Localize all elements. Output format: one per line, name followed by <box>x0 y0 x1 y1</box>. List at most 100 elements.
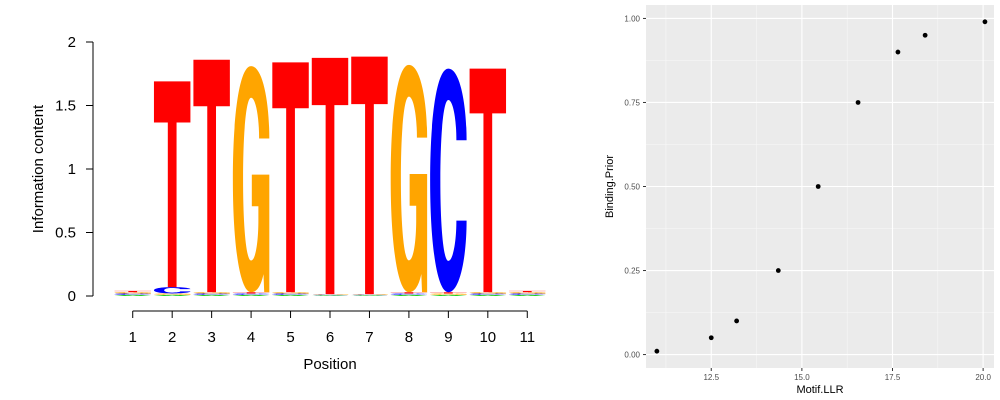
logo-letter-C <box>272 293 309 295</box>
logo-letter-A <box>272 294 309 296</box>
logo-letter-T <box>390 292 428 294</box>
scatter-x-tick-label: 12.5 <box>703 373 719 382</box>
logo-letter-G <box>232 66 270 293</box>
logo-letter-A <box>193 294 230 296</box>
scatter-y-axis-title: Binding.Prior <box>604 155 616 218</box>
logo-letter-stack-position-4 <box>232 66 270 293</box>
logo-letter-stack-position-3 <box>193 59 230 293</box>
logo-letter-stack-position-3 <box>193 294 230 296</box>
sequence-logo-chart: 0 0.5 1 1.5 2 Information content 1 2 3 4 5 6 7 8 9 10 1… <box>30 34 546 373</box>
logo-letter-stack-position-3 <box>193 293 230 295</box>
logo-letter-T <box>469 68 507 293</box>
logo-letter-G <box>469 292 507 294</box>
scatter-x-tick-label: 15.0 <box>794 373 810 382</box>
logo-letter-stack-position-4 <box>232 293 270 295</box>
logo-letter-G <box>509 292 546 294</box>
logo-x-tick-label: 6 <box>326 329 334 346</box>
logo-letter-stack-position-1 <box>114 293 151 295</box>
logo-y-tick-label: 0.5 <box>55 225 76 242</box>
logo-letter-T <box>114 290 151 293</box>
logo-letter-C <box>193 293 230 295</box>
logo-letter-stack-position-7 <box>351 56 388 295</box>
logo-letter-T <box>153 81 191 288</box>
logo-letter-stack-position-4 <box>232 292 270 294</box>
scatter-point <box>922 32 928 38</box>
logo-letter-stack-position-7 <box>351 295 388 296</box>
logo-letter-G <box>153 293 191 295</box>
logo-letter-T <box>232 292 270 294</box>
scatter-x-axis-title: Motif.LLR <box>796 384 843 396</box>
logo-letter-stack-position-3 <box>193 292 230 294</box>
logo-letter-stack-position-8 <box>390 293 428 295</box>
logo-letter-stack-position-11 <box>509 290 546 293</box>
logo-letter-A <box>114 294 151 296</box>
logo-x-axis-title: Position <box>303 356 356 373</box>
logo-letter-C <box>114 293 151 295</box>
logo-letter-A <box>153 294 191 296</box>
logo-letter-stack-position-9 <box>430 293 467 295</box>
logo-letter-stack-position-6 <box>311 294 349 295</box>
logo-letter-G <box>272 292 309 294</box>
logo-x-tick-label: 8 <box>405 329 413 346</box>
logo-letter-T <box>509 290 546 293</box>
logo-letter-stack-position-10 <box>469 292 507 294</box>
logo-y-axis-title: Information content <box>30 104 47 233</box>
logo-letter-stack-position-10 <box>469 294 507 296</box>
logo-letter-stack-position-1 <box>114 292 151 294</box>
logo-letter-stack-position-6 <box>311 57 349 295</box>
logo-letter-stack-position-5 <box>272 293 309 295</box>
logo-letter-A <box>390 294 428 296</box>
logo-letter-C <box>153 287 191 294</box>
logo-letter-A <box>311 295 349 296</box>
logo-letter-C <box>430 68 467 293</box>
scatter-point <box>855 100 861 105</box>
logo-letter-G <box>193 292 230 294</box>
logo-letter-stack-position-9 <box>430 294 467 296</box>
logo-letter-stack-position-8 <box>390 292 428 294</box>
logo-letter-stack-position-11 <box>509 292 546 294</box>
logo-letter-stack-position-8 <box>390 294 428 296</box>
logo-x-tick-label: 7 <box>365 329 373 346</box>
logo-x-tick-label: 10 <box>479 329 496 346</box>
logo-letter-stack-position-9 <box>430 292 467 294</box>
scatter-x-tick-label: 20.0 <box>975 373 991 382</box>
logo-x-tick-label: 1 <box>129 329 137 346</box>
logo-letter-C <box>509 293 546 295</box>
scatter-y-tick-label: 0.50 <box>624 183 640 192</box>
scatter-plot-chart: 0.00 0.25 0.50 0.75 1.00 12.5 15.0 17.5 20.0 Moti… <box>604 5 994 396</box>
logo-letter-G <box>390 64 428 293</box>
logo-letter-stack-position-5 <box>272 292 309 294</box>
logo-letter-stack-position-9 <box>430 68 467 293</box>
logo-letter-stack-position-10 <box>469 68 507 293</box>
logo-letter-stack-position-2 <box>153 294 191 296</box>
scatter-y-tick-label: 0.00 <box>624 351 640 360</box>
scatter-x-tick-label: 17.5 <box>885 373 901 382</box>
logo-letter-T <box>311 57 349 295</box>
logo-letter-stack-position-10 <box>469 293 507 295</box>
logo-letter-C <box>469 293 507 295</box>
logo-letter-stack-position-2 <box>153 293 191 295</box>
logo-letter-stack-position-5 <box>272 62 309 293</box>
logo-letter-stack-position-1 <box>114 294 151 296</box>
logo-letter-stack-position-11 <box>509 294 546 296</box>
logo-x-tick-label: 9 <box>444 329 452 346</box>
logo-letter-A <box>232 294 270 296</box>
logo-letter-C <box>232 293 270 295</box>
scatter-y-tick-label: 0.75 <box>624 98 640 107</box>
logo-letter-stack-position-6 <box>311 294 349 296</box>
scatter-point <box>895 49 901 55</box>
logo-letter-stack-position-11 <box>509 293 546 295</box>
logo-letter-C <box>311 294 349 296</box>
scatter-y-tick-label: 1.00 <box>624 14 640 23</box>
logo-letter-stack-position-6 <box>311 295 349 296</box>
scatter-point <box>708 335 714 341</box>
logo-letter-T <box>430 292 467 294</box>
scatter-point <box>654 348 660 354</box>
logo-letter-G <box>430 293 467 295</box>
logo-y-tick-label: 1.5 <box>55 98 76 115</box>
logo-x-tick-label: 2 <box>168 329 176 346</box>
logo-x-tick-label: 5 <box>286 329 294 346</box>
logo-letter-stack-position-1 <box>114 290 151 293</box>
logo-letter-stack-position-4 <box>232 294 270 296</box>
